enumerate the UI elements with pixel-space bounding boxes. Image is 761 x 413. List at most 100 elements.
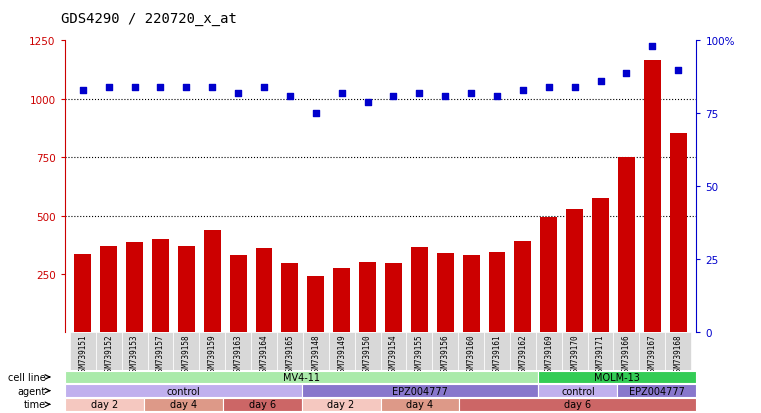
Text: GSM739167: GSM739167 <box>648 334 657 375</box>
Bar <box>613 332 639 370</box>
Bar <box>122 332 148 370</box>
Text: MV4-11: MV4-11 <box>283 372 320 382</box>
Point <box>543 85 555 91</box>
Text: day 2: day 2 <box>91 399 118 409</box>
Bar <box>70 332 96 370</box>
Text: GSM739159: GSM739159 <box>208 334 217 375</box>
Bar <box>380 332 406 370</box>
Text: GSM739157: GSM739157 <box>156 334 165 375</box>
Point <box>232 90 244 97</box>
Bar <box>65 398 144 411</box>
Bar <box>307 277 324 332</box>
Point <box>180 85 193 91</box>
Text: EPZ004777: EPZ004777 <box>629 386 685 396</box>
Text: GSM739149: GSM739149 <box>337 334 346 375</box>
Point <box>129 85 141 91</box>
Point <box>465 90 477 97</box>
Bar <box>539 385 617 397</box>
Bar <box>463 256 479 332</box>
Point <box>568 85 581 91</box>
Point <box>77 88 89 94</box>
Bar <box>359 263 376 332</box>
Text: GSM739153: GSM739153 <box>130 334 139 375</box>
Point <box>646 44 658 50</box>
Bar <box>152 239 169 332</box>
Text: GSM739155: GSM739155 <box>415 334 424 375</box>
Bar <box>230 256 247 332</box>
Bar <box>665 332 691 370</box>
Point <box>491 93 503 100</box>
Text: day 6: day 6 <box>565 399 591 409</box>
Bar <box>251 332 277 370</box>
Text: GSM739165: GSM739165 <box>285 334 295 375</box>
Bar <box>617 385 696 397</box>
Bar <box>199 332 225 370</box>
Point <box>594 79 607 85</box>
Text: day 6: day 6 <box>249 399 275 409</box>
Point <box>387 93 400 100</box>
Text: GSM739164: GSM739164 <box>260 334 269 375</box>
Bar <box>223 398 301 411</box>
Point <box>439 93 451 100</box>
Text: GSM739151: GSM739151 <box>78 334 88 375</box>
Text: day 4: day 4 <box>170 399 196 409</box>
Bar <box>540 217 557 332</box>
Bar <box>333 268 350 332</box>
Text: GSM739152: GSM739152 <box>104 334 113 375</box>
Text: MOLM-13: MOLM-13 <box>594 372 640 382</box>
Bar <box>592 199 609 332</box>
Text: GSM739161: GSM739161 <box>492 334 501 375</box>
Point <box>258 85 270 91</box>
Point <box>361 99 374 106</box>
Point <box>206 85 218 91</box>
Point <box>310 111 322 117</box>
Text: GSM739170: GSM739170 <box>570 334 579 375</box>
Bar <box>96 332 122 370</box>
Text: EPZ004777: EPZ004777 <box>392 386 448 396</box>
Bar <box>225 332 251 370</box>
Bar <box>355 332 380 370</box>
Text: GSM739148: GSM739148 <box>311 334 320 375</box>
Bar <box>126 243 143 332</box>
Text: time: time <box>24 399 46 409</box>
Bar <box>406 332 432 370</box>
Bar <box>329 332 355 370</box>
Point <box>336 90 348 97</box>
Bar <box>484 332 510 370</box>
Bar <box>639 332 665 370</box>
Text: agent: agent <box>18 386 46 396</box>
Bar <box>489 252 505 332</box>
Bar <box>670 133 686 332</box>
Bar <box>65 371 539 383</box>
Text: GSM739162: GSM739162 <box>518 334 527 375</box>
Bar <box>178 246 195 332</box>
Bar <box>432 332 458 370</box>
Bar <box>460 398 696 411</box>
Bar <box>301 398 380 411</box>
Bar <box>256 249 272 332</box>
Point <box>517 88 529 94</box>
Text: GSM739154: GSM739154 <box>389 334 398 375</box>
Bar <box>644 61 661 332</box>
Bar <box>65 385 301 397</box>
Point <box>672 67 684 74</box>
Bar <box>385 264 402 332</box>
Text: GSM739150: GSM739150 <box>363 334 372 375</box>
Bar <box>75 254 91 332</box>
Text: GSM739168: GSM739168 <box>673 334 683 375</box>
Bar <box>539 371 696 383</box>
Text: GSM739160: GSM739160 <box>466 334 476 375</box>
Text: cell line: cell line <box>8 372 46 382</box>
Text: GSM739171: GSM739171 <box>596 334 605 375</box>
Text: GSM739169: GSM739169 <box>544 334 553 375</box>
Text: day 4: day 4 <box>406 399 434 409</box>
Point <box>154 85 167 91</box>
Bar <box>437 253 454 332</box>
Bar <box>303 332 329 370</box>
Bar <box>204 230 221 332</box>
Bar <box>380 398 460 411</box>
Text: control: control <box>166 386 200 396</box>
Bar <box>514 242 531 332</box>
Bar <box>277 332 303 370</box>
Point <box>620 70 632 77</box>
